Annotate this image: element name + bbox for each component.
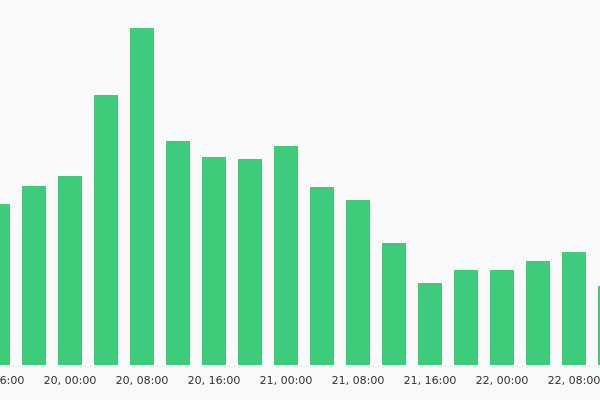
bar — [94, 95, 118, 365]
bar — [202, 157, 226, 365]
bar — [58, 176, 82, 365]
bar — [598, 286, 600, 365]
bar — [490, 270, 514, 365]
x-tick-label: 20, 16:00 — [188, 374, 241, 387]
bar — [454, 270, 478, 365]
bar — [274, 146, 298, 365]
x-tick-label: 21, 16:00 — [404, 374, 457, 387]
x-tick-label: 21, 08:00 — [332, 374, 385, 387]
bar — [166, 141, 190, 365]
bar — [310, 187, 334, 365]
x-tick-label: 22, 08:00 — [548, 374, 600, 387]
x-tick-label: 20, 00:00 — [44, 374, 97, 387]
bar — [22, 186, 46, 365]
x-tick-label: 22, 00:00 — [476, 374, 529, 387]
bar — [418, 283, 442, 365]
bar — [382, 243, 406, 365]
bar — [526, 261, 550, 365]
bar — [346, 200, 370, 365]
x-tick-label: 21, 00:00 — [260, 374, 313, 387]
bar — [0, 204, 10, 365]
x-tick-label: 20, 08:00 — [116, 374, 169, 387]
x-tick-label: 19, 16:00 — [0, 374, 24, 387]
bar — [238, 159, 262, 365]
bar — [562, 252, 586, 365]
bar — [130, 28, 154, 365]
